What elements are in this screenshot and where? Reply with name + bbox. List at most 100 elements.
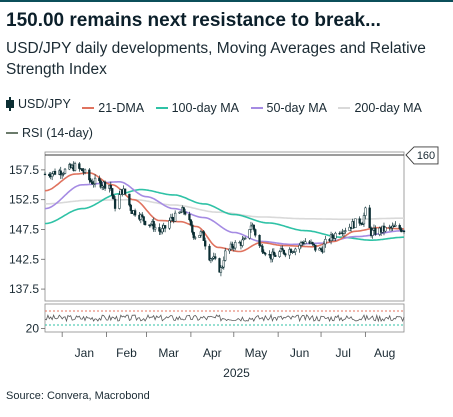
- candle-body: [92, 183, 95, 185]
- candle-body: [361, 223, 364, 225]
- candle-body: [281, 248, 284, 251]
- y-tick-label: 147.5: [9, 222, 39, 236]
- candle-body: [194, 237, 197, 239]
- candle-body: [322, 243, 326, 253]
- y-tick-label: 152.5: [9, 193, 39, 207]
- candle-body: [153, 227, 157, 230]
- candle-body: [59, 170, 62, 176]
- candle-body: [158, 227, 161, 232]
- candle-body: [312, 243, 316, 246]
- candle-body: [354, 218, 357, 228]
- legend-label: 100-day MA: [171, 101, 240, 115]
- legend-label: 50-day MA: [266, 101, 327, 115]
- candle-body: [191, 224, 194, 233]
- legend-item-200ma: 200-day MA: [338, 97, 422, 119]
- line-swatch-icon: [82, 107, 95, 109]
- candle-body: [254, 229, 257, 236]
- legend-item-rsi: RSI (14-day): [6, 122, 93, 144]
- candle-body: [133, 210, 137, 216]
- candle-body: [174, 212, 177, 222]
- candle-body: [101, 185, 104, 188]
- candle-body: [98, 177, 101, 182]
- candle-body: [324, 238, 327, 245]
- candle-body: [364, 207, 367, 216]
- candle-body: [384, 227, 387, 232]
- y-tick-label: 142.5: [9, 252, 39, 266]
- candle-body: [398, 225, 401, 229]
- candle-body: [142, 216, 145, 222]
- candle-body: [103, 181, 107, 189]
- x-tick-label: Apr: [203, 346, 222, 360]
- candle-body: [141, 214, 144, 217]
- candle-body: [214, 256, 217, 259]
- candle-body: [168, 220, 171, 229]
- legend-item-50ma: 50-day MA: [250, 97, 327, 119]
- candle-body: [179, 211, 183, 214]
- candle-body: [348, 226, 351, 231]
- candle-body: [344, 230, 347, 232]
- candle-body: [189, 219, 193, 226]
- candle-body: [358, 218, 361, 224]
- candle-body: [48, 173, 51, 176]
- candle-body: [262, 251, 265, 254]
- candle-body: [171, 216, 174, 219]
- x-tick-label: Mar: [158, 346, 179, 360]
- line-swatch-icon: [250, 107, 263, 109]
- candle-body: [274, 254, 277, 257]
- candle-body: [244, 237, 247, 240]
- candle-body: [112, 195, 115, 200]
- plot-layer: 157.5 152.5 147.5 142.5 137.5 160 20 Jan Feb Mar A…: [9, 146, 439, 380]
- candle-swatch-icon: [6, 97, 14, 111]
- x-tick-label: Jul: [336, 346, 351, 360]
- candle-body: [299, 241, 303, 246]
- candle-body: [202, 231, 205, 241]
- candle-body: [139, 214, 142, 220]
- candle-body: [272, 251, 275, 256]
- candle-body: [252, 224, 255, 230]
- candle-body: [249, 225, 253, 230]
- candle-body: [231, 243, 234, 248]
- candle-body: [258, 234, 261, 246]
- line-swatch-icon: [155, 107, 168, 109]
- rsi-line: [44, 313, 405, 323]
- candle-body: [342, 230, 346, 234]
- chart-title: 150.00 remains next resistance to break.…: [6, 10, 381, 31]
- candle-body: [294, 248, 297, 253]
- candle-body: [218, 258, 221, 273]
- legend: USD/JPY 21-DMA 100-day MA 50-day MA 200-…: [6, 93, 451, 144]
- candle-body: [362, 215, 366, 225]
- candle-body: [224, 250, 227, 261]
- candle-body: [219, 267, 223, 273]
- candle-body: [204, 240, 207, 247]
- candle-body: [182, 207, 185, 213]
- candle-body: [188, 214, 191, 221]
- legend-label: RSI (14-day): [22, 126, 93, 140]
- candle-body: [241, 239, 244, 246]
- candle-body: [51, 173, 54, 178]
- line-swatch-icon: [6, 132, 18, 134]
- rsi-tick-label: 20: [26, 322, 40, 336]
- candle-body: [163, 225, 167, 229]
- candle-body: [248, 229, 251, 239]
- candle-body: [62, 173, 65, 175]
- candle-body: [292, 251, 296, 253]
- candle-body: [198, 235, 201, 238]
- candle-body: [374, 227, 377, 235]
- resistance-callout: [405, 146, 439, 165]
- candle-body: [149, 224, 152, 226]
- candle-body: [53, 170, 57, 175]
- candle-body: [319, 248, 323, 250]
- source-note: Source: Convera, Macrobond: [6, 390, 150, 402]
- candle-body: [184, 211, 187, 215]
- candle-body: [208, 245, 211, 261]
- candle-body: [111, 188, 114, 196]
- resistance-label: 160: [417, 150, 435, 162]
- candle-body: [113, 198, 117, 209]
- candle-body: [334, 232, 337, 239]
- legend-label: USD/JPY: [18, 97, 71, 111]
- candle-body: [199, 231, 203, 236]
- candle-body: [93, 177, 97, 185]
- candle-body: [123, 188, 127, 195]
- line-swatch-icon: [338, 107, 351, 109]
